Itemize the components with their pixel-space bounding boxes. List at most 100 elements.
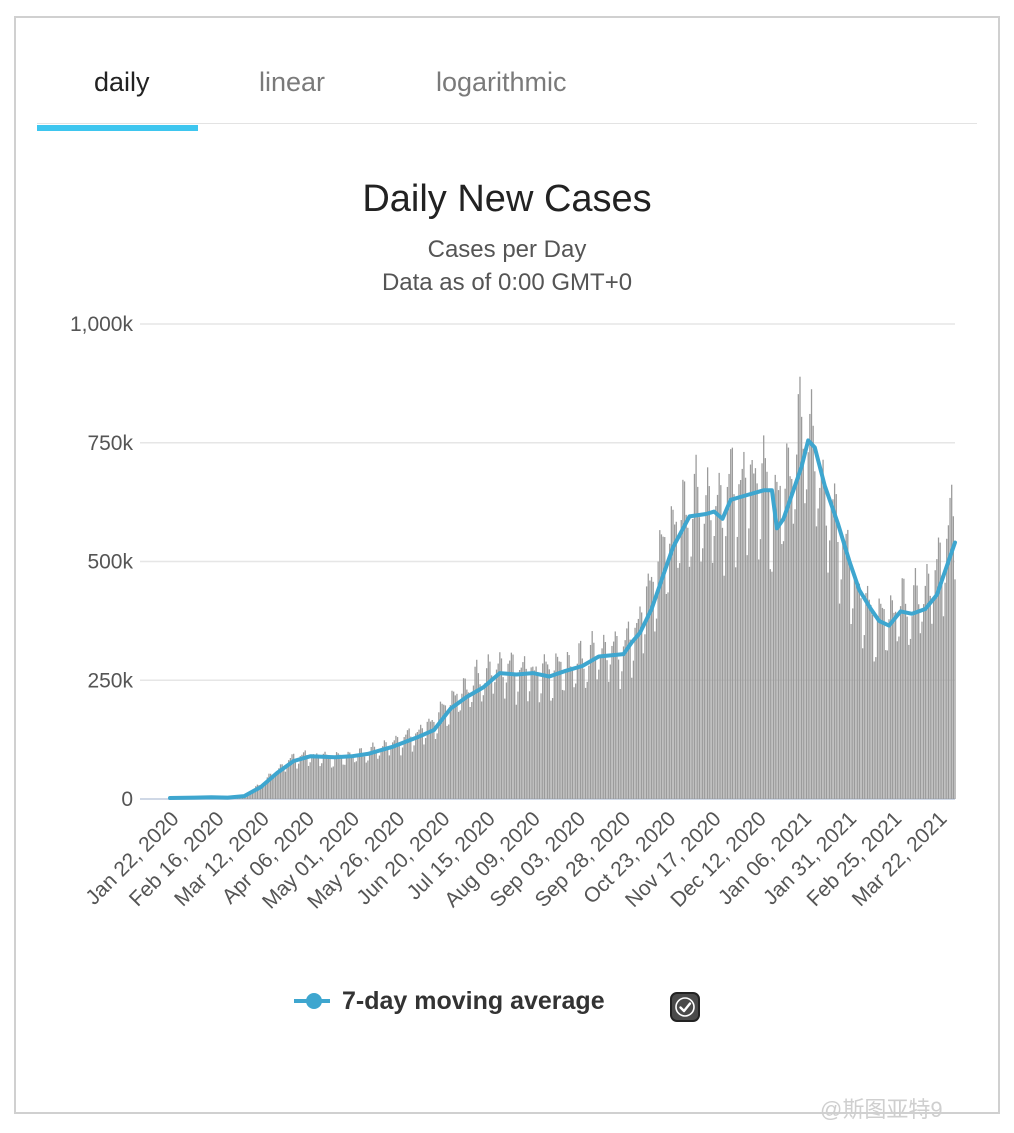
daily-case-bar [431, 719, 433, 799]
daily-case-bar [810, 389, 813, 799]
daily-case-bar [934, 570, 936, 799]
daily-case-bar [532, 666, 534, 799]
daily-case-bar [297, 763, 300, 799]
daily-case-bar [284, 771, 287, 799]
daily-case-bar [551, 698, 554, 799]
daily-case-bar [395, 735, 397, 799]
daily-case-bar [363, 756, 366, 799]
daily-case-bar [645, 586, 648, 799]
daily-case-bar [273, 777, 275, 799]
daily-case-bar [420, 724, 422, 799]
daily-case-bar [274, 774, 277, 799]
daily-case-bar [327, 755, 329, 799]
daily-case-bar [451, 690, 453, 799]
daily-case-bar [617, 659, 620, 799]
daily-case-bar [730, 449, 732, 799]
daily-case-bar [791, 478, 793, 799]
daily-case-bar [340, 755, 343, 799]
daily-case-bar [504, 698, 506, 799]
daily-case-bar [588, 665, 590, 799]
checkmark-toggle-icon[interactable] [670, 992, 700, 1022]
daily-case-bar [608, 681, 610, 799]
daily-case-bar [926, 563, 928, 799]
daily-case-bar [929, 595, 931, 799]
daily-case-bar [288, 760, 290, 799]
daily-case-bar [637, 618, 640, 799]
daily-case-bar [776, 481, 778, 799]
daily-case-bar [380, 750, 382, 799]
daily-case-bar [787, 447, 790, 799]
daily-case-bar [464, 678, 466, 799]
daily-case-bar [835, 494, 837, 799]
daily-case-bar [771, 571, 773, 799]
daily-case-bar [258, 785, 260, 799]
legend-label: 7-day moving average [342, 986, 605, 1015]
daily-case-bar [655, 618, 658, 799]
daily-case-bar [326, 754, 328, 799]
daily-case-bar [561, 689, 564, 799]
daily-case-bar [931, 623, 933, 799]
daily-case-bar [692, 518, 694, 799]
daily-case-bar [664, 537, 666, 799]
daily-case-bar [659, 530, 661, 799]
daily-case-bar [799, 376, 801, 799]
daily-case-bar [283, 767, 285, 799]
daily-case-bar [779, 485, 781, 799]
daily-case-bar [573, 687, 575, 799]
daily-case-bar [946, 538, 948, 799]
daily-case-bar [769, 569, 771, 799]
daily-case-bar [796, 454, 798, 799]
daily-case-bar [349, 752, 351, 799]
daily-case-bar [838, 603, 841, 799]
daily-case-bar [509, 660, 511, 799]
daily-case-bar [332, 766, 334, 799]
daily-case-bar [800, 416, 803, 799]
daily-case-bar [807, 452, 809, 799]
daily-case-bar [286, 766, 288, 799]
daily-case-bar [398, 745, 400, 799]
daily-case-bar [738, 484, 740, 799]
daily-case-bar [344, 764, 346, 799]
daily-case-bar [947, 525, 950, 799]
daily-case-bar [396, 737, 399, 799]
daily-case-bar [312, 754, 315, 799]
daily-case-bar [758, 559, 760, 799]
legend-item[interactable]: 7-day moving average [294, 984, 605, 1018]
daily-case-bar [387, 747, 389, 799]
daily-case-bar [669, 543, 671, 799]
tab-daily[interactable]: daily [94, 67, 150, 97]
daily-case-bar [334, 757, 336, 799]
tab-linear[interactable]: linear [259, 67, 326, 97]
daily-case-bar [304, 750, 306, 799]
daily-case-bar [528, 691, 531, 799]
daily-case-bar [621, 671, 623, 799]
daily-case-bar [604, 642, 607, 799]
daily-case-bar [438, 712, 440, 799]
tab-divider [37, 123, 977, 124]
daily-case-bar [904, 603, 907, 799]
daily-case-bar [913, 585, 915, 799]
daily-case-bar [744, 477, 747, 799]
daily-case-bar [606, 660, 608, 799]
daily-case-bar [660, 534, 663, 799]
tab-logarithmic[interactable]: logarithmic [436, 67, 567, 97]
daily-case-bar [352, 755, 354, 799]
daily-case-bar [715, 506, 717, 799]
daily-case-bar [893, 612, 895, 799]
daily-case-bar [423, 744, 425, 799]
daily-case-bar [482, 695, 484, 799]
daily-case-bar [642, 653, 644, 799]
daily-case-bar [472, 685, 475, 799]
daily-case-bar [675, 521, 677, 799]
daily-case-bar [890, 595, 892, 799]
daily-case-bar [291, 754, 293, 799]
daily-case-bar [728, 473, 730, 799]
daily-case-bar [782, 541, 785, 799]
daily-case-bar [937, 537, 940, 799]
daily-case-bar [426, 721, 428, 799]
daily-case-bar [706, 467, 709, 799]
daily-case-bar [918, 604, 920, 799]
daily-case-bar [820, 477, 823, 799]
daily-case-bar [566, 652, 569, 799]
daily-case-bar [761, 463, 763, 799]
